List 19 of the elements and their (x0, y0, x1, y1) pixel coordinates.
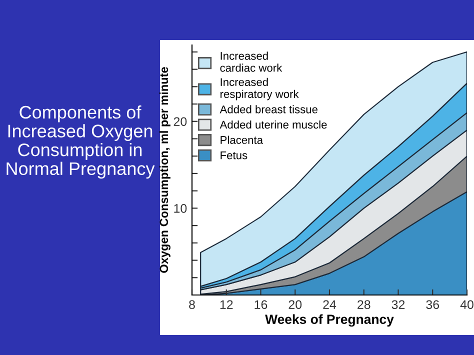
legend-label: Placenta (220, 136, 264, 144)
text: Components of Increased Oxygen Consumption in Normal Pregnancy (6, 105, 155, 179)
legend-label: Increased respiratory work (220, 78, 299, 100)
y-tick-label: 10 (174, 204, 187, 213)
x-tick-label: 16 (254, 300, 268, 310)
x-tick-label: 28 (358, 300, 370, 310)
x-tick-label: 40 (460, 300, 474, 310)
legend-label: Added breast tissue (220, 105, 318, 114)
legend-label: Increased cardiac work (220, 52, 282, 72)
x-tick-label: 12 (220, 300, 233, 309)
x-tick-label: 36 (426, 300, 440, 310)
y-axis-title: Oxygen Consumption, ml per minute (159, 67, 170, 273)
x-axis-title: Weeks of Pregnancy (265, 314, 394, 327)
x-tick-label: 24 (323, 300, 336, 309)
x-tick-label: 20 (288, 300, 302, 310)
x-tick-label: 8 (189, 300, 195, 310)
legend-label: Added uterine muscle (220, 120, 327, 129)
legend-label: Fetus (220, 151, 248, 160)
x-tick-label: 32 (392, 300, 405, 310)
